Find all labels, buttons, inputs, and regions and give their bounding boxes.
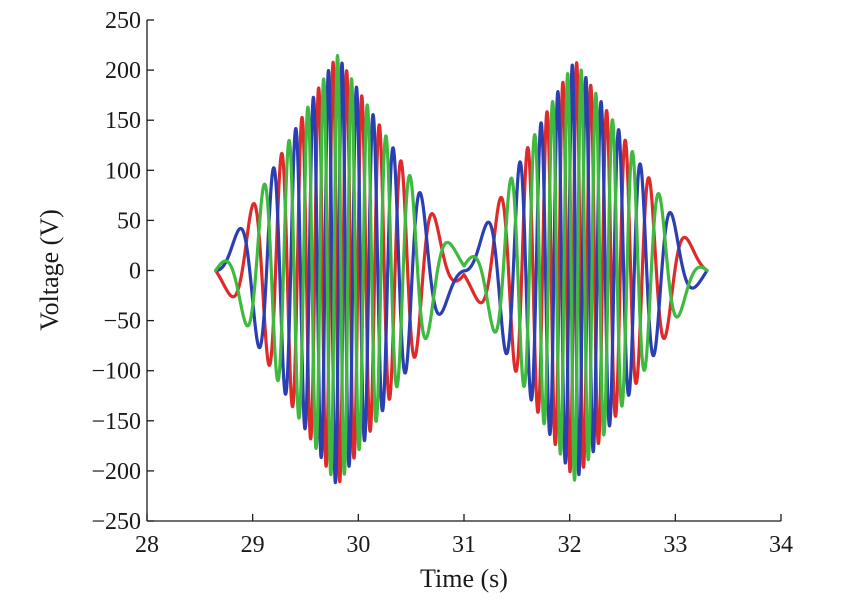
series-line-2 [214,54,709,482]
y-tick-label: −50 [103,309,141,335]
ticks: 28 29 30 31 32 33 34 250 200 150 100 50 0 −50 −100 −150… [91,8,793,558]
plot-area [214,54,709,485]
series-line-0 [214,61,709,485]
y-tick-label: −250 [91,509,141,535]
y-tick-label: 150 [105,108,141,134]
y-tick-label: 0 [129,259,141,285]
x-tick-label: 29 [241,532,265,558]
y-axis-label: Voltage (V) [35,209,64,331]
y-tick-label: 200 [105,58,141,84]
x-tick-label: 30 [346,532,370,558]
x-tick-label: 28 [135,532,159,558]
x-tick-label: 32 [558,532,582,558]
y-tick-label: −150 [91,409,141,435]
x-tick-label: 31 [452,532,476,558]
y-tick-label: 250 [105,8,141,34]
series-line-1 [214,60,709,484]
y-tick-label: 50 [117,208,141,234]
x-tick-label: 33 [663,532,687,558]
x-tick-label: 34 [769,532,793,558]
y-tick-label: −200 [91,459,141,485]
x-axis-label: Time (s) [420,564,508,593]
y-tick-label: −100 [91,359,141,385]
y-tick-label: 100 [105,158,141,184]
